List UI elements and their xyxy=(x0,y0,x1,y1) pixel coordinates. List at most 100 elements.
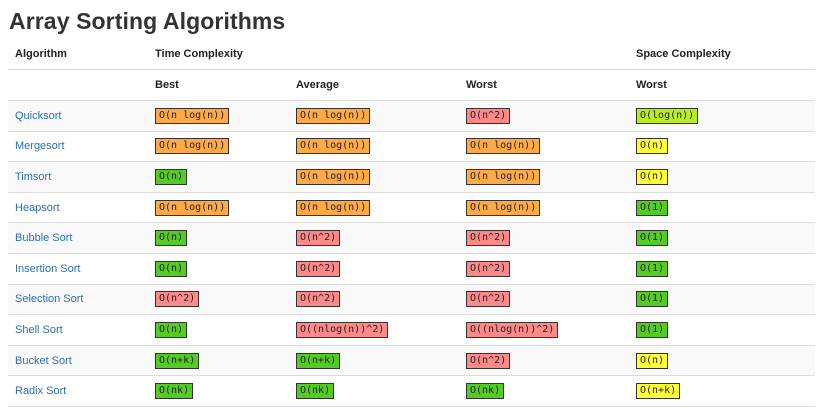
complexity-badge: O(n log(n)) xyxy=(296,199,371,216)
algorithm-link[interactable]: Bucket Sort xyxy=(15,354,72,367)
algorithm-link[interactable]: Selection Sort xyxy=(15,293,84,306)
table-row: Shell Sort O(n) O((nlog(n))^2) O((nlog(n))^… xyxy=(8,314,815,346)
worst-complexity-cell: O(n^2) xyxy=(459,344,629,376)
average-complexity-cell: O(n log(n)) xyxy=(289,161,459,193)
worst-complexity-cell: O(nk) xyxy=(459,375,629,407)
algorithm-link[interactable]: Shell Sort xyxy=(15,323,63,336)
complexity-badge: O(1) xyxy=(636,230,669,247)
complexity-badge: O(n^2) xyxy=(296,291,341,308)
complexity-badge: O(n log(n)) xyxy=(296,168,371,185)
algorithm-cell: Shell Sort xyxy=(8,314,148,346)
best-complexity-cell: O(n) xyxy=(148,222,289,254)
worst-complexity-cell: O(n^2) xyxy=(459,222,629,254)
complexity-badge: O(nk) xyxy=(296,383,335,400)
table-row: Quicksort O(n log(n)) O(n log(n)) O(n^2) O(l… xyxy=(8,100,815,132)
algorithm-cell: Bucket Sort xyxy=(8,344,148,376)
complexity-badge: O((nlog(n))^2) xyxy=(296,321,389,338)
worst-complexity-cell: O(n log(n)) xyxy=(459,130,629,162)
algorithm-link[interactable]: Bubble Sort xyxy=(15,232,73,245)
complexity-badge: O(n log(n)) xyxy=(466,138,541,155)
complexity-badge: O(n^2) xyxy=(466,352,511,369)
header-space-worst: Worst xyxy=(629,69,815,101)
table-body: Quicksort O(n log(n)) O(n log(n)) O(n^2) O(l… xyxy=(8,100,815,407)
complexity-badge: O(n log(n)) xyxy=(296,138,371,155)
complexity-badge: O(n log(n)) xyxy=(296,107,371,124)
space-complexity-cell: O(1) xyxy=(629,222,815,254)
average-complexity-cell: O(n log(n)) xyxy=(289,191,459,223)
average-complexity-cell: O(n+k) xyxy=(289,344,459,376)
page-title: Array Sorting Algorithms xyxy=(9,8,286,34)
best-complexity-cell: O(n log(n)) xyxy=(148,130,289,162)
algorithm-link[interactable]: Mergesort xyxy=(15,140,65,153)
algorithm-link[interactable]: Insertion Sort xyxy=(15,262,81,275)
space-complexity-cell: O(1) xyxy=(629,252,815,285)
complexity-table: Algorithm Time Complexity Space Complexi… xyxy=(8,39,815,407)
complexity-badge: O(n log(n)) xyxy=(155,138,230,155)
table-row: Selection Sort O(n^2) O(n^2) O(n^2) O(1) xyxy=(8,283,815,315)
complexity-badge: O(1) xyxy=(636,199,669,216)
table-row: Bucket Sort O(n+k) O(n+k) O(n^2) O(n) xyxy=(8,344,815,376)
best-complexity-cell: O(n^2) xyxy=(148,283,289,315)
header-algorithm: Algorithm xyxy=(15,48,67,60)
worst-complexity-cell: O(n log(n)) xyxy=(459,191,629,223)
best-complexity-cell: O(n) xyxy=(148,161,289,193)
header-best: Best xyxy=(148,69,289,101)
space-complexity-cell: O(n) xyxy=(629,161,815,193)
complexity-badge: O(n+k) xyxy=(155,352,200,369)
algorithm-link[interactable]: Heapsort xyxy=(15,201,60,214)
header-empty xyxy=(8,69,148,101)
space-complexity-cell: O(1) xyxy=(629,191,815,223)
worst-complexity-cell: O(n^2) xyxy=(459,100,629,132)
complexity-badge: O(nk) xyxy=(155,383,194,400)
algorithm-link[interactable]: Quicksort xyxy=(15,109,62,122)
best-complexity-cell: O(n log(n)) xyxy=(148,191,289,223)
average-complexity-cell: O(n log(n)) xyxy=(289,130,459,162)
complexity-badge: O(n log(n)) xyxy=(466,199,541,216)
average-complexity-cell: O((nlog(n))^2) xyxy=(289,314,459,346)
complexity-badge: O(n) xyxy=(155,321,188,338)
algorithm-cell: Timsort xyxy=(8,161,148,193)
average-complexity-cell: O(n^2) xyxy=(289,283,459,315)
complexity-badge: O(n log(n)) xyxy=(155,199,230,216)
best-complexity-cell: O(n) xyxy=(148,314,289,346)
header-time-complexity: Time Complexity xyxy=(155,48,243,60)
average-complexity-cell: O(n^2) xyxy=(289,252,459,285)
complexity-badge: O(n^2) xyxy=(296,260,341,277)
complexity-badge: O(n) xyxy=(155,168,188,185)
algorithm-cell: Insertion Sort xyxy=(8,252,148,285)
table-row: Timsort O(n) O(n log(n)) O(n log(n)) O(n) xyxy=(8,161,815,193)
best-complexity-cell: O(nk) xyxy=(148,375,289,407)
best-complexity-cell: O(n) xyxy=(148,252,289,285)
worst-complexity-cell: O((nlog(n))^2) xyxy=(459,314,629,346)
algorithm-link[interactable]: Radix Sort xyxy=(15,385,67,398)
space-complexity-cell: O(n) xyxy=(629,130,815,162)
algorithm-cell: Mergesort xyxy=(8,130,148,162)
complexity-badge: O(n^2) xyxy=(466,230,511,247)
complexity-badge: O(n) xyxy=(636,138,669,155)
complexity-badge: O(n) xyxy=(155,260,188,277)
algorithm-cell: Quicksort xyxy=(8,100,148,132)
complexity-badge: O(n^2) xyxy=(466,291,511,308)
header-row-cases: Best Average Worst Worst xyxy=(8,69,815,101)
space-complexity-cell: O(1) xyxy=(629,314,815,346)
table-row: Insertion Sort O(n) O(n^2) O(n^2) O(1) xyxy=(8,252,815,285)
complexity-badge: O(n+k) xyxy=(636,383,681,400)
best-complexity-cell: O(n log(n)) xyxy=(148,100,289,132)
algorithm-link[interactable]: Timsort xyxy=(15,170,52,183)
complexity-badge: O(log(n)) xyxy=(636,107,699,124)
algorithm-cell: Bubble Sort xyxy=(8,222,148,254)
algorithm-cell: Radix Sort xyxy=(8,375,148,407)
complexity-badge: O(1) xyxy=(636,321,669,338)
complexity-badge: O(n^2) xyxy=(296,230,341,247)
complexity-badge: O(n^2) xyxy=(466,107,511,124)
complexity-badge: O(n) xyxy=(155,230,188,247)
table-row: Bubble Sort O(n) O(n^2) O(n^2) O(1) xyxy=(8,222,815,254)
complexity-badge: O((nlog(n))^2) xyxy=(466,321,559,338)
complexity-badge: O(1) xyxy=(636,260,669,277)
space-complexity-cell: O(n+k) xyxy=(629,375,815,407)
algorithm-cell: Heapsort xyxy=(8,191,148,223)
worst-complexity-cell: O(n log(n)) xyxy=(459,161,629,193)
worst-complexity-cell: O(n^2) xyxy=(459,283,629,315)
complexity-badge: O(n) xyxy=(636,352,669,369)
complexity-badge: O(n log(n)) xyxy=(466,168,541,185)
